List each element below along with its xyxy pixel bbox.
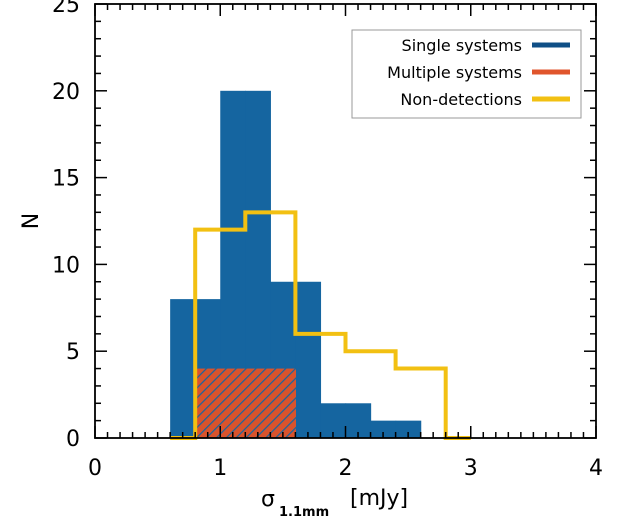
multiple-systems-bar	[195, 368, 221, 438]
multiple-systems-bar	[245, 368, 271, 438]
single-systems-bar	[395, 420, 422, 438]
legend-label: Multiple systems	[387, 63, 522, 82]
x-axis-label: σ 1.1mm [mJy]	[261, 486, 408, 520]
legend: Single systems Multiple systems Non-detect…	[351, 29, 582, 119]
x-tick-label: 1	[213, 456, 227, 481]
y-tick-label: 20	[52, 80, 80, 105]
y-axis-label: N	[19, 213, 44, 229]
single-systems-bar	[295, 281, 322, 438]
single-systems-bar	[370, 420, 397, 438]
outline-layer	[170, 210, 471, 440]
x-axis-label-unit: [mJy]	[350, 486, 408, 511]
multiple-systems-bar	[270, 368, 296, 438]
legend-label: Non-detections	[400, 90, 522, 109]
x-tick-label: 2	[339, 456, 353, 481]
x-axis-label-symbol: σ	[261, 487, 275, 512]
tick-labels: 0 1 2 3 4 0 5 10 15 20 25	[52, 0, 603, 481]
x-tick-label: 3	[464, 456, 478, 481]
multiple-systems-bar	[220, 368, 246, 438]
x-tick-label: 0	[88, 456, 102, 481]
y-tick-label: 15	[52, 167, 80, 192]
ticks-layer	[94, 3, 597, 439]
y-tick-label: 10	[52, 253, 80, 278]
x-tick-label: 4	[589, 456, 603, 481]
x-axis-label-subscript: 1.1mm	[279, 505, 329, 520]
legend-entries: Single systems Multiple systems Non-detect…	[387, 36, 570, 109]
hatch-layer	[195, 368, 296, 438]
legend-label: Single systems	[402, 36, 522, 55]
y-tick-label: 5	[66, 340, 80, 365]
y-tick-label: 25	[52, 0, 80, 18]
single-systems-bar	[170, 299, 196, 438]
y-tick-label: 0	[66, 427, 80, 452]
non-detections-step-line	[170, 210, 471, 440]
